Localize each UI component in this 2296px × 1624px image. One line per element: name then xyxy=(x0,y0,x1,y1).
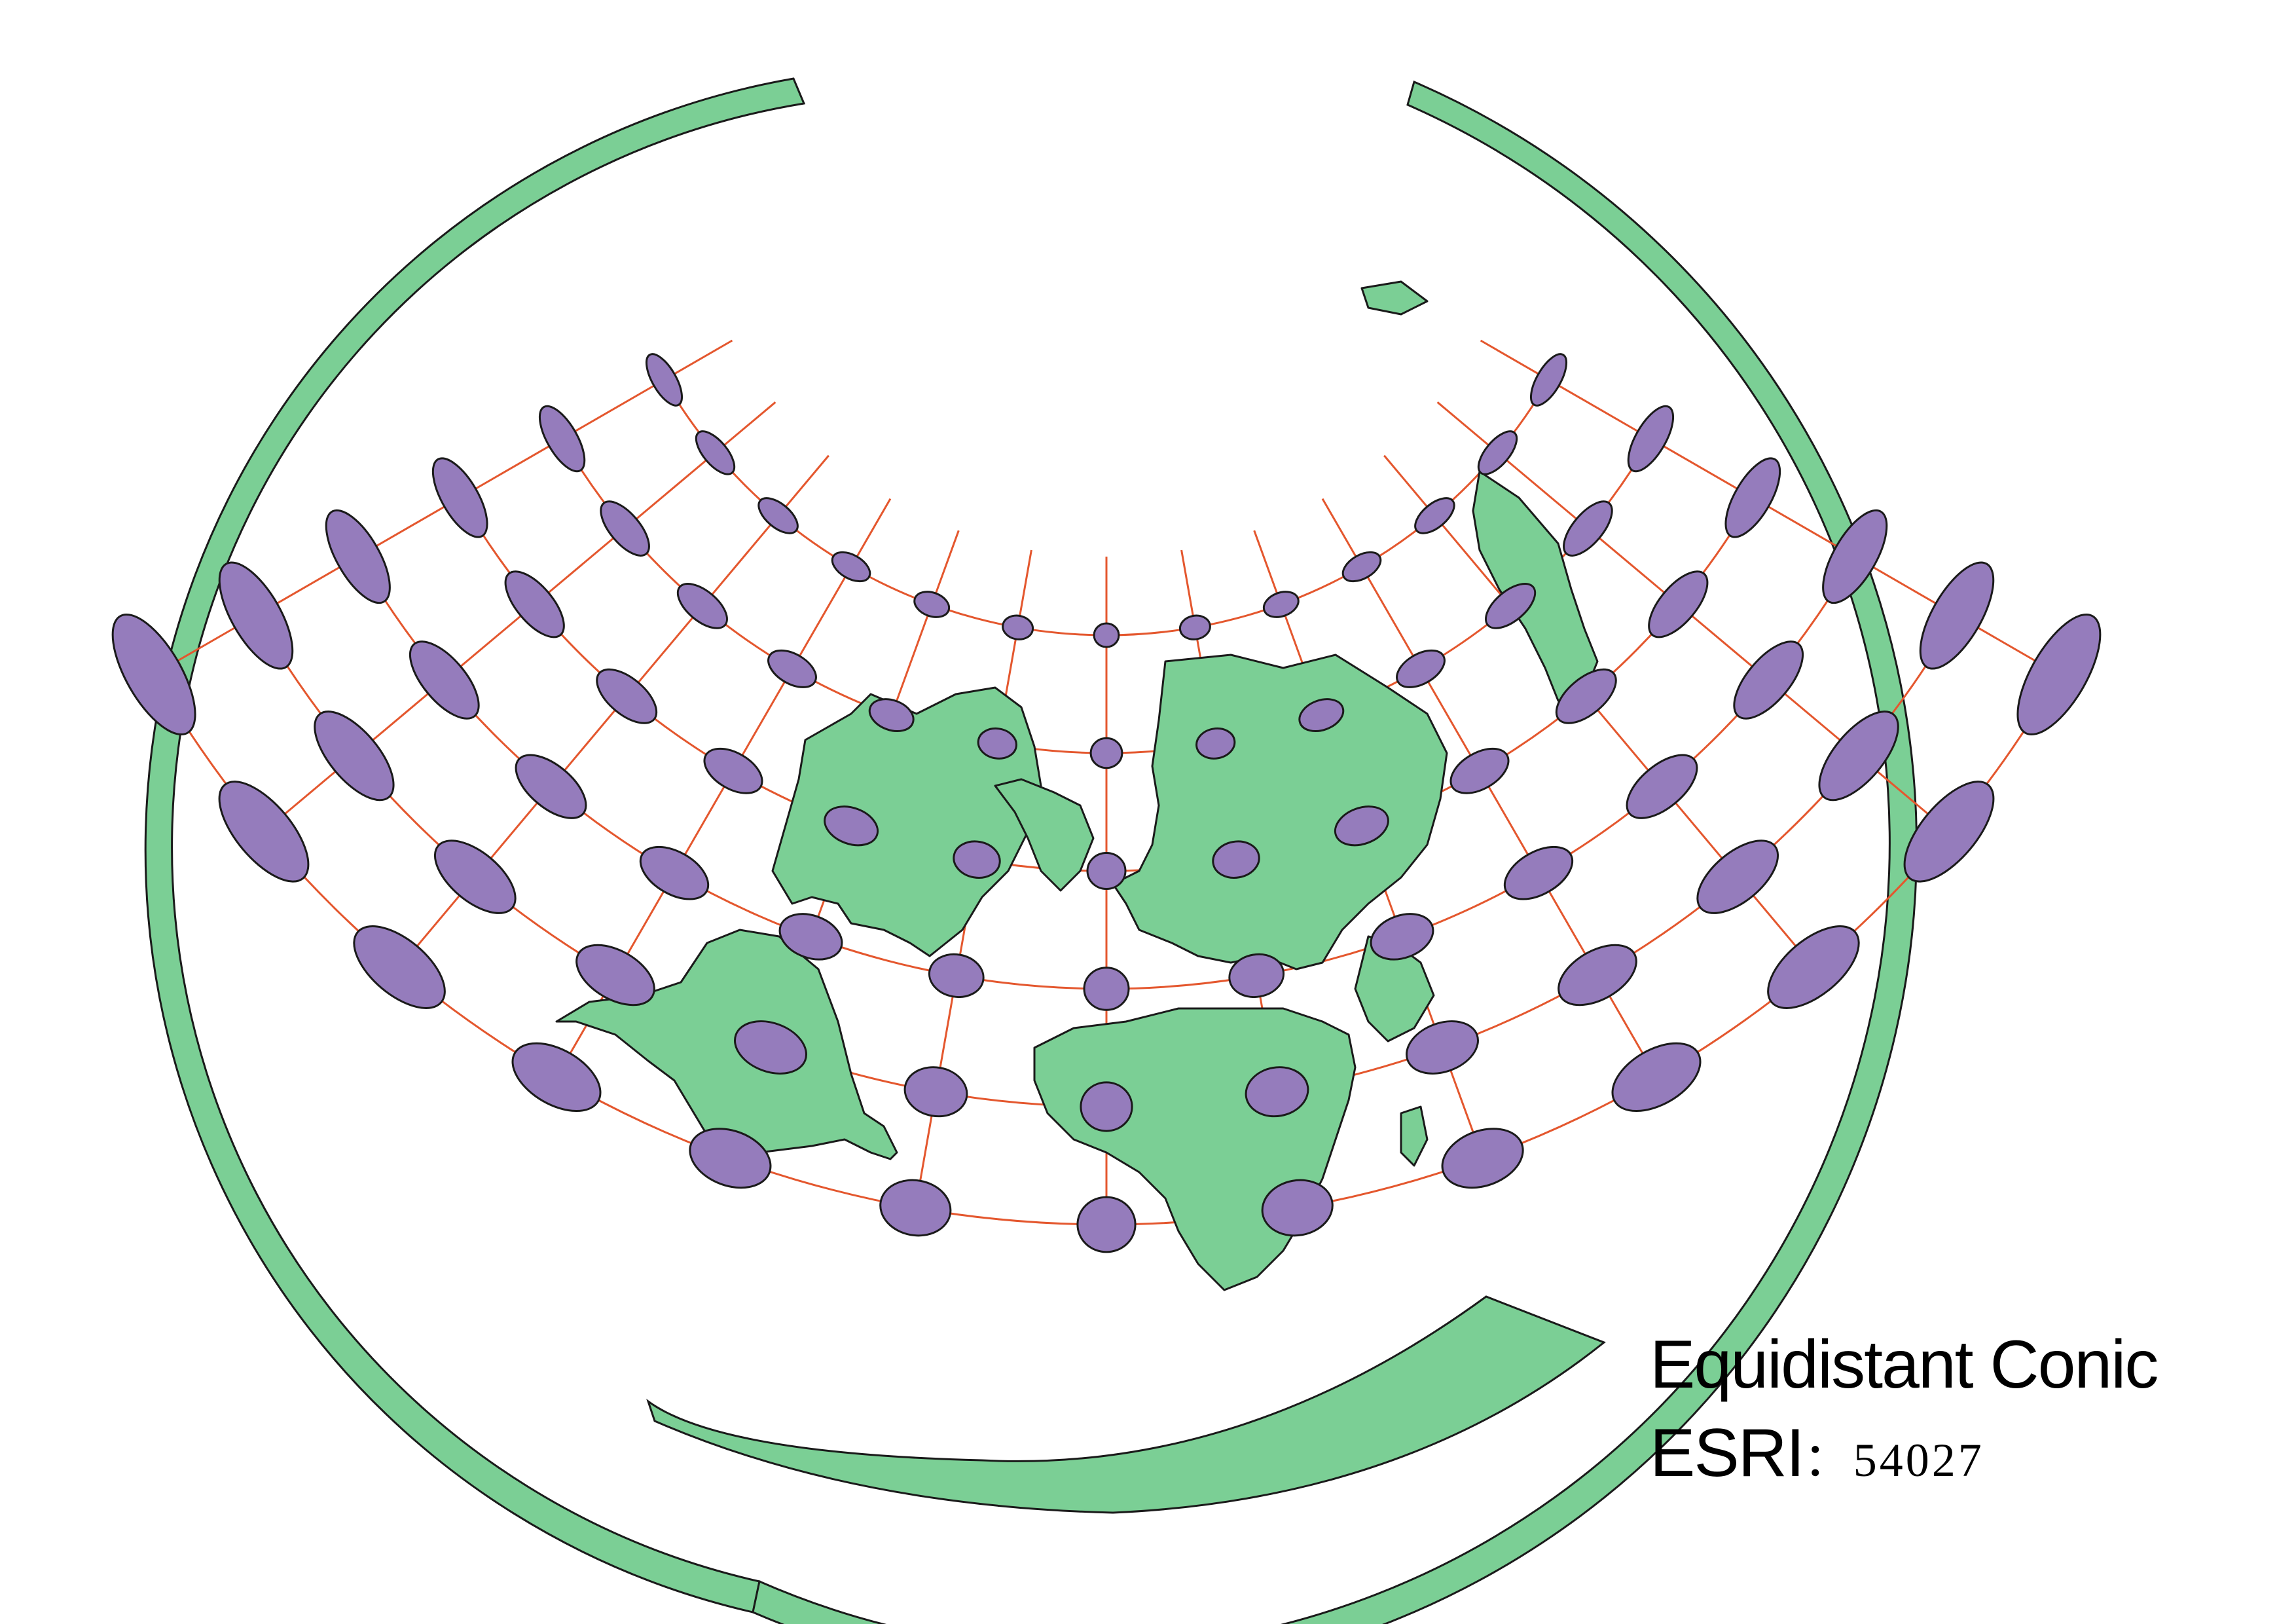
tissot-ellipse xyxy=(1696,840,1779,914)
tissot-ellipse xyxy=(1822,509,1888,604)
tissot-ellipse xyxy=(1002,614,1034,640)
tissot-ellipse xyxy=(314,710,395,802)
tissot-ellipse xyxy=(218,561,294,670)
tissot-ellipse xyxy=(645,353,683,407)
tissot-ellipse xyxy=(515,754,587,819)
tissot-ellipse xyxy=(676,583,728,629)
tissot-ellipse xyxy=(831,551,871,583)
tissot-ellipse xyxy=(538,405,586,473)
tissot-ellipse xyxy=(767,649,817,688)
tissot-ellipse xyxy=(353,925,446,1009)
tissot-ellipse xyxy=(111,613,196,736)
tissot-ellipse xyxy=(1626,754,1698,819)
projection-title: Equidistant Conic xyxy=(1650,1327,2159,1403)
tissot-ellipse xyxy=(1262,591,1300,618)
tissot-ellipse xyxy=(504,570,565,638)
tissot-ellipse xyxy=(1414,497,1455,534)
tissot-ellipse xyxy=(977,727,1017,760)
tissot-ellipse xyxy=(1370,913,1434,961)
tissot-ellipse xyxy=(1083,967,1130,1011)
tissot-ellipse xyxy=(2016,613,2102,736)
tissot-ellipse xyxy=(325,509,391,604)
africa-landmass xyxy=(1033,1007,1357,1291)
tissot-ellipse xyxy=(1441,1128,1524,1189)
tissot-ellipse xyxy=(1396,649,1446,688)
tissot-ellipse xyxy=(1449,747,1510,794)
tissot-indicatrix xyxy=(111,353,2102,1253)
tissot-ellipse xyxy=(824,805,879,847)
tissot-ellipse xyxy=(600,500,650,557)
tissot-ellipse xyxy=(433,840,517,914)
tissot-ellipse xyxy=(431,457,488,538)
tissot-ellipse xyxy=(689,1128,772,1189)
tissot-ellipse xyxy=(928,953,985,999)
sphere-band-bottom xyxy=(646,1295,1606,1514)
tissot-ellipse xyxy=(757,497,799,534)
tissot-ellipse xyxy=(703,747,763,794)
tissot-ellipse xyxy=(778,913,843,961)
tissot-ellipse xyxy=(1334,805,1389,847)
code-prefix: ESRI xyxy=(1650,1415,1805,1491)
tissot-ellipse xyxy=(1485,583,1537,629)
tissot-ellipse xyxy=(1503,845,1574,900)
eurasia-landmass xyxy=(1112,654,1448,970)
tissot-ellipse xyxy=(1080,1081,1133,1132)
tissot-ellipse xyxy=(1818,710,1899,802)
tissot-ellipse xyxy=(1406,1020,1479,1075)
tissot-ellipse xyxy=(1195,727,1236,760)
code-number: 54027 xyxy=(1853,1434,1984,1486)
tissot-ellipse xyxy=(953,840,1001,879)
tissot-ellipse xyxy=(1627,405,1675,473)
projection-code: ESRI：54027 xyxy=(1650,1414,1984,1492)
tissot-ellipse xyxy=(1733,640,1804,720)
tissot-ellipse xyxy=(903,1066,968,1118)
tissot-ellipse xyxy=(1529,353,1568,407)
tissot-ellipse xyxy=(1903,781,1995,883)
tissot-ellipse xyxy=(1563,500,1613,557)
tissot-ellipse xyxy=(1245,1066,1309,1118)
tissot-ellipse xyxy=(511,1042,602,1113)
tissot-ellipse xyxy=(1228,953,1285,999)
tissot-ellipse xyxy=(734,1020,807,1075)
tissot-ellipse xyxy=(1611,1042,1702,1113)
tissot-ellipse xyxy=(1477,430,1518,475)
japan-kamchatka-landmass xyxy=(1472,470,1599,702)
tissot-ellipse xyxy=(913,591,951,618)
madagascar-island xyxy=(1400,1105,1429,1167)
tissot-ellipse xyxy=(1086,852,1127,890)
tissot-ellipse xyxy=(409,640,480,720)
tissot-ellipse xyxy=(1212,840,1260,879)
tissot-ellipse xyxy=(1089,737,1123,769)
tissot-ellipse xyxy=(218,781,310,883)
tissot-ellipse xyxy=(596,668,658,724)
tissot-ellipse xyxy=(1767,925,1860,1009)
tissot-ellipse xyxy=(1076,1196,1137,1253)
tissot-ellipse xyxy=(1919,561,1995,670)
greenland-labrador-landmass xyxy=(994,778,1095,892)
code-separator: ： xyxy=(1803,1434,1853,1486)
tissot-ellipse xyxy=(1341,551,1382,583)
tissot-ellipse xyxy=(1178,614,1211,640)
alaska-island xyxy=(1360,280,1429,316)
tissot-ellipse xyxy=(1724,457,1781,538)
tissot-ellipse xyxy=(695,430,736,475)
tissot-ellipse xyxy=(879,1179,952,1237)
south-america-landmass xyxy=(555,929,898,1160)
tissot-ellipse xyxy=(1555,668,1617,724)
tissot-ellipse xyxy=(1261,1179,1334,1237)
tissot-ellipse xyxy=(1093,622,1120,648)
tissot-ellipse xyxy=(575,944,655,1006)
tissot-ellipse xyxy=(868,698,915,732)
tissot-ellipse xyxy=(1558,944,1637,1006)
tissot-ellipse xyxy=(639,845,710,900)
tissot-ellipse xyxy=(1648,570,1709,638)
tissot-ellipse xyxy=(1298,698,1345,732)
